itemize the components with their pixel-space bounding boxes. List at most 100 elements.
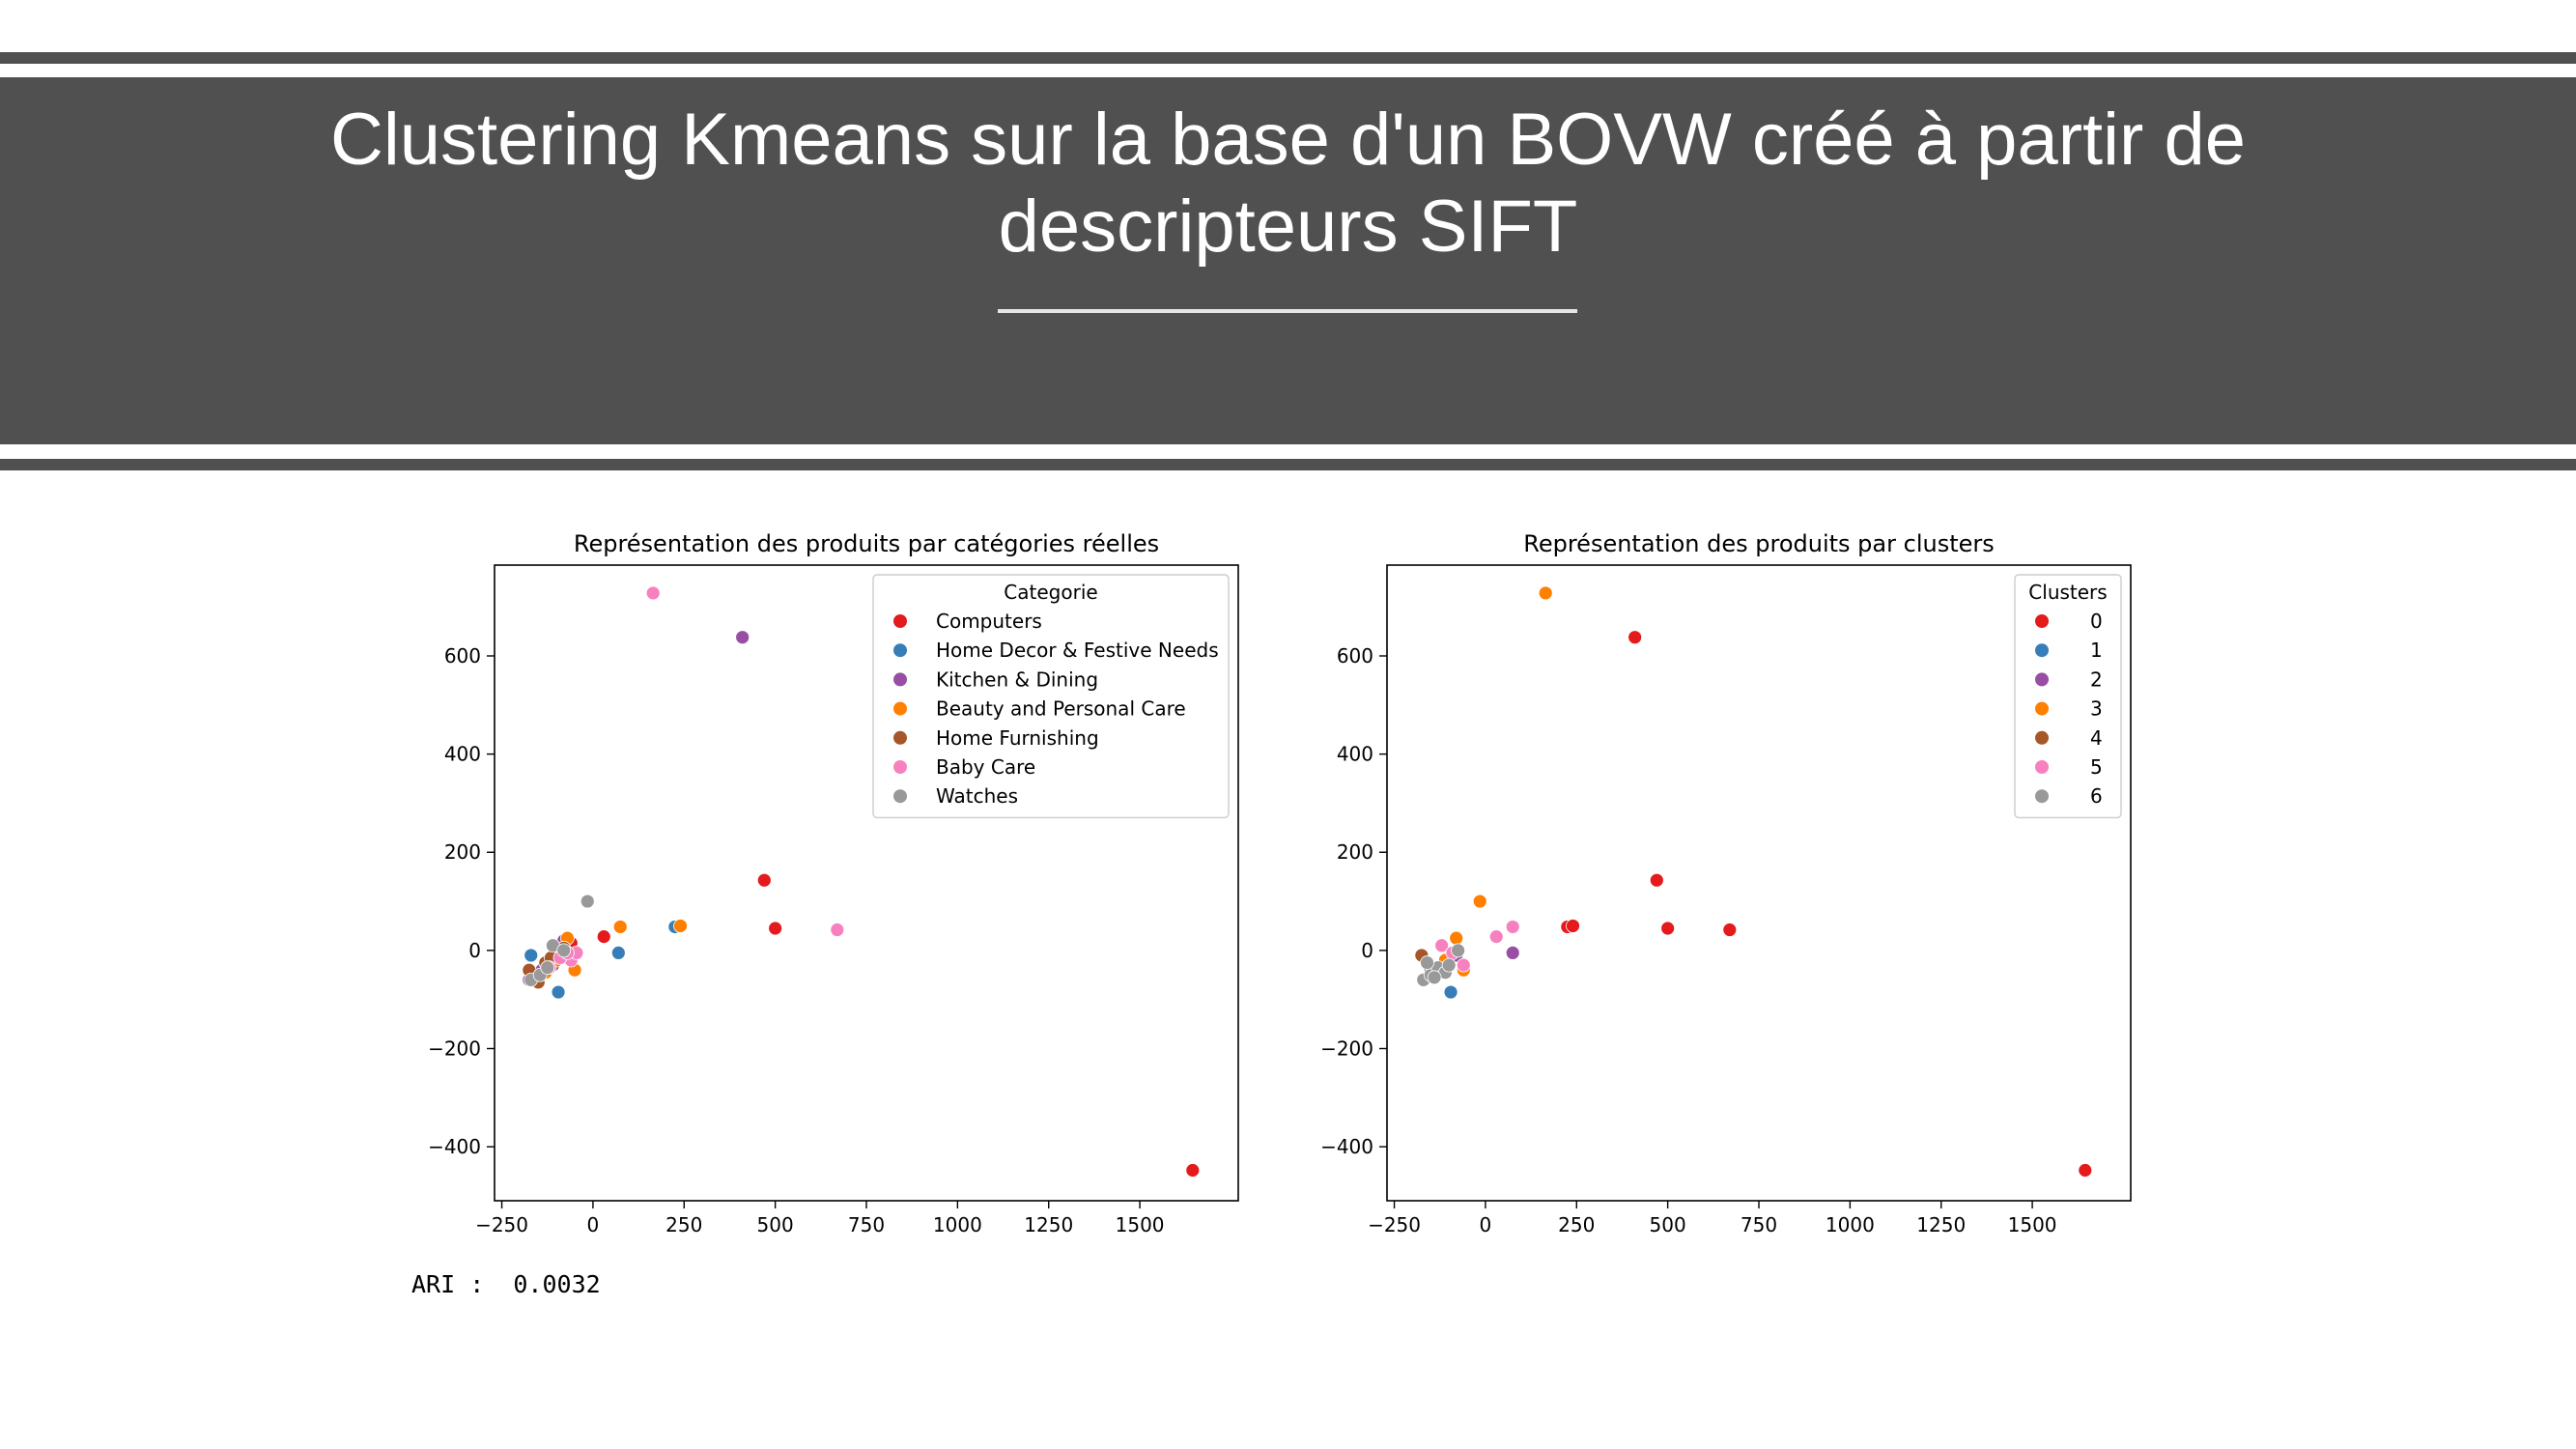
x-tick-label: 750 — [1741, 1213, 1777, 1236]
data-point — [556, 943, 572, 958]
legend-marker — [2035, 730, 2049, 745]
legend-entry: 3 — [2090, 697, 2103, 721]
y-tick-label: −400 — [428, 1135, 481, 1158]
legend-entry: Home Decor & Festive Needs — [936, 639, 1219, 662]
data-point — [2078, 1163, 2093, 1178]
x-tick-label: 0 — [587, 1213, 600, 1236]
data-point — [1566, 919, 1580, 933]
legend-entry: 5 — [2090, 755, 2103, 779]
legend-marker — [893, 789, 907, 804]
ari-value: 0.0032 — [513, 1270, 601, 1298]
data-point — [1505, 946, 1520, 960]
data-point — [673, 919, 688, 933]
data-point — [1420, 955, 1434, 970]
data-point — [1434, 938, 1450, 953]
legend-entry: Watches — [936, 784, 1018, 808]
y-tick-label: 600 — [444, 644, 481, 668]
x-tick-label: 1000 — [933, 1213, 982, 1236]
legend-marker — [2035, 614, 2049, 628]
legend-marker — [2035, 643, 2049, 658]
legend-box — [2014, 574, 2122, 819]
y-tick-label: −400 — [1320, 1135, 1373, 1158]
x-tick-label: 1250 — [1916, 1213, 1966, 1236]
chart-1: Représentation des produits par catégori… — [428, 530, 1239, 1236]
chart-2: Représentation des produits par clusters… — [1320, 530, 2132, 1236]
data-point — [612, 920, 628, 934]
legend-entry: Kitchen & Dining — [936, 668, 1098, 691]
legend-marker — [893, 643, 907, 658]
legend-marker — [2035, 789, 2049, 804]
top-divider — [0, 52, 2576, 64]
data-point — [1722, 923, 1738, 937]
y-tick-label: 0 — [468, 939, 481, 962]
data-point — [1443, 984, 1458, 1000]
data-point — [1451, 943, 1466, 958]
x-tick-label: 500 — [1650, 1213, 1686, 1236]
legend-entry: Beauty and Personal Care — [936, 697, 1186, 721]
legend-entry: Computers — [936, 610, 1042, 633]
x-tick-label: −250 — [1368, 1213, 1421, 1236]
legend-entry: 6 — [2090, 784, 2103, 808]
data-point — [1538, 585, 1553, 601]
data-point — [610, 946, 626, 960]
data-point — [830, 923, 845, 937]
legend-entry: Home Furnishing — [936, 726, 1099, 750]
data-point — [580, 894, 595, 909]
x-tick-label: 1500 — [2008, 1213, 2057, 1236]
x-tick-label: 250 — [1558, 1213, 1595, 1236]
data-point — [1488, 929, 1504, 945]
legend-marker — [893, 730, 907, 745]
legend-marker — [893, 672, 907, 687]
legend-title: Categorie — [1004, 581, 1097, 604]
data-point — [1441, 957, 1457, 973]
legend-marker — [2035, 672, 2049, 687]
x-tick-label: 1250 — [1024, 1213, 1073, 1236]
legend-marker — [893, 614, 907, 628]
slide-title: Clustering Kmeans sur la base d'un BOVW … — [0, 97, 2576, 270]
data-point — [551, 984, 566, 1000]
x-tick-label: −250 — [475, 1213, 528, 1236]
legend-entry: 0 — [2090, 610, 2103, 633]
x-tick-label: 500 — [757, 1213, 794, 1236]
data-point — [1456, 957, 1471, 973]
legend-box — [872, 574, 1230, 819]
bottom-divider — [0, 459, 2576, 470]
y-tick-label: 400 — [444, 743, 481, 766]
y-tick-label: 200 — [444, 840, 481, 864]
legend-marker — [893, 701, 907, 716]
data-point — [524, 948, 539, 963]
y-tick-label: 600 — [1337, 644, 1373, 668]
data-point — [1505, 920, 1520, 934]
data-point — [1472, 894, 1487, 909]
data-point — [1649, 872, 1664, 888]
x-tick-label: 1500 — [1116, 1213, 1165, 1236]
data-point — [540, 960, 555, 976]
charts-area: Représentation des produits par catégori… — [428, 530, 2132, 1236]
x-tick-label: 750 — [848, 1213, 885, 1236]
legend-marker — [893, 760, 907, 774]
legend-entry: 2 — [2090, 668, 2103, 691]
data-point — [1628, 630, 1643, 645]
chart-title: Représentation des produits par catégori… — [574, 530, 1159, 557]
y-tick-label: −200 — [428, 1037, 481, 1060]
data-point — [1185, 1163, 1201, 1178]
y-tick-label: −200 — [1320, 1037, 1373, 1060]
data-point — [735, 630, 750, 645]
legend-entry: Baby Care — [936, 755, 1035, 779]
title-banner — [0, 77, 2576, 444]
y-tick-label: 0 — [1361, 939, 1373, 962]
x-tick-label: 1000 — [1826, 1213, 1875, 1236]
title-underline — [998, 309, 1577, 313]
data-point — [596, 929, 611, 945]
ari-label: ARI : — [411, 1270, 485, 1298]
data-point — [768, 921, 783, 936]
slide-title-line-1: Clustering Kmeans sur la base d'un BOVW … — [330, 99, 2246, 181]
legend-marker — [2035, 701, 2049, 716]
x-tick-label: 250 — [665, 1213, 702, 1236]
legend-entry: 1 — [2090, 639, 2103, 662]
legend-entry: 4 — [2090, 726, 2103, 750]
x-tick-label: 0 — [1480, 1213, 1492, 1236]
data-point — [1427, 970, 1442, 985]
slide-title-line-2: descripteurs SIFT — [998, 185, 1578, 268]
legend-marker — [2035, 760, 2049, 774]
